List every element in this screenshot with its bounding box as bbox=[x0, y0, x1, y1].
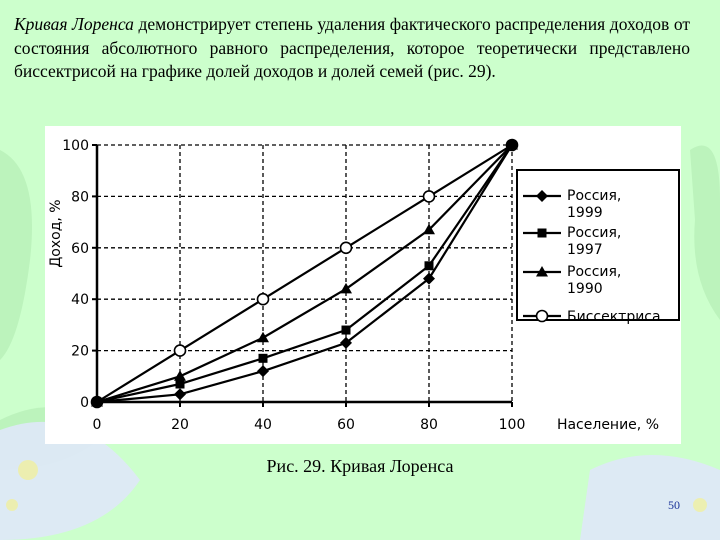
y-tick-label: 60 bbox=[71, 241, 89, 257]
legend-label: Россия, 1999 bbox=[567, 188, 621, 221]
series-3-point bbox=[173, 344, 187, 357]
series-1-point bbox=[258, 353, 268, 363]
series-2-point bbox=[174, 370, 186, 381]
chart-svg: 0 20 40 60 80 100 0 20 40 60 80 100 Доход, % Населени… bbox=[48, 138, 680, 433]
x-tick-label: 20 bbox=[171, 417, 189, 433]
series-0-point bbox=[91, 396, 103, 408]
x-tick-label: 80 bbox=[420, 417, 438, 433]
series-line-2 bbox=[96, 144, 513, 404]
series-3-point bbox=[422, 190, 436, 203]
series-3-point bbox=[339, 241, 353, 255]
legend-label: Биссектриса bbox=[567, 309, 661, 325]
series-0-point bbox=[257, 365, 269, 378]
y-tick-label: 0 bbox=[80, 395, 89, 411]
series-2-point bbox=[423, 223, 435, 235]
y-tick-label: 80 bbox=[71, 189, 89, 205]
y-tick-label: 40 bbox=[71, 292, 89, 308]
x-tick-label: 40 bbox=[254, 417, 272, 433]
decor-dot bbox=[6, 499, 18, 511]
x-tick-label: 0 bbox=[93, 417, 102, 433]
series-line-1 bbox=[96, 144, 513, 404]
series-0-point bbox=[506, 139, 518, 151]
decor-leaf bbox=[0, 150, 32, 360]
series-3-point bbox=[256, 292, 270, 306]
y-axis-label: Доход, % bbox=[48, 199, 64, 267]
series-2-point bbox=[257, 331, 269, 343]
page-number: 50 bbox=[668, 498, 680, 512]
series-1-point bbox=[424, 261, 434, 271]
legend-marker bbox=[537, 228, 547, 238]
series-2-point bbox=[340, 282, 352, 294]
legend-marker bbox=[536, 190, 548, 202]
intro-term: Кривая Лоренса bbox=[14, 14, 134, 34]
intro-text: демонстрирует степень удаления фактическ… bbox=[14, 14, 690, 81]
legend-label: Россия, 1997 bbox=[567, 225, 621, 258]
decor-leaf bbox=[690, 145, 720, 320]
x-axis-label: Население, % bbox=[557, 417, 659, 433]
lorenz-chart: 0 20 40 60 80 100 0 20 40 60 80 100 Доход, % Населени… bbox=[45, 126, 681, 444]
series-1-point bbox=[341, 325, 351, 335]
y-tick-label: 100 bbox=[62, 138, 89, 154]
series-0-point bbox=[423, 272, 435, 285]
x-tick-label: 100 bbox=[499, 417, 526, 433]
series-0-point bbox=[340, 336, 352, 349]
y-tick-label: 20 bbox=[71, 344, 89, 360]
figure-caption: Рис. 29. Кривая Лоренса bbox=[266, 456, 454, 476]
series-line-3 bbox=[96, 144, 513, 403]
legend-marker bbox=[536, 266, 548, 277]
legend-marker bbox=[535, 309, 549, 323]
series-1-point bbox=[175, 379, 185, 389]
decor-dot bbox=[693, 498, 707, 512]
intro-paragraph: Кривая Лоренса демонстрирует степень уда… bbox=[14, 13, 690, 84]
series-line-0 bbox=[96, 144, 513, 404]
x-tick-label: 60 bbox=[337, 417, 355, 433]
legend-label: Россия, 1990 bbox=[567, 264, 621, 297]
series-0-point bbox=[174, 388, 186, 401]
